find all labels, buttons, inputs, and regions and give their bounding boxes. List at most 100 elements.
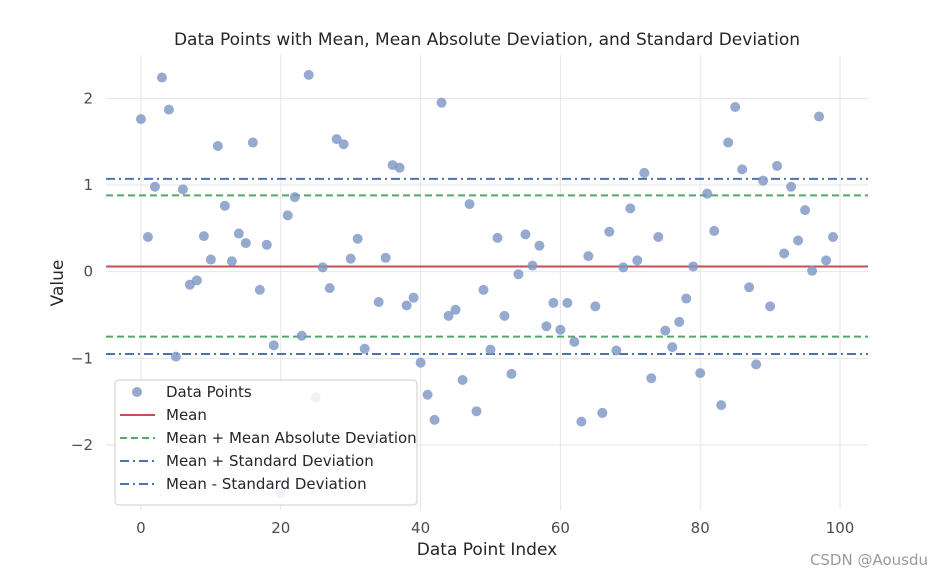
y-tick-labels: −2 −1 0 1 2 [71, 89, 93, 454]
data-point [541, 321, 552, 332]
data-point [317, 262, 328, 273]
reference-lines [106, 177, 868, 355]
data-point [639, 167, 650, 178]
data-point [562, 297, 573, 308]
y-tick-label: 0 [83, 263, 93, 281]
legend-label: Mean - Standard Deviation [166, 475, 367, 493]
legend: Data Points Mean Mean + Mean Absolute Devi… [114, 379, 418, 506]
data-point [429, 414, 440, 425]
data-point [156, 72, 167, 83]
data-point [212, 141, 223, 151]
data-point [597, 407, 608, 418]
data-point [520, 229, 531, 240]
x-tick-label: 40 [411, 519, 430, 537]
data-point [772, 160, 783, 171]
x-tick-label: 80 [691, 519, 710, 537]
data-point [296, 330, 307, 341]
data-point [135, 114, 146, 125]
data-point [261, 239, 272, 250]
legend-marker [132, 387, 142, 397]
data-point [359, 343, 370, 354]
data-point [527, 260, 538, 271]
data-point [653, 232, 664, 242]
data-point [534, 240, 545, 251]
data-point [415, 357, 426, 368]
data-point [149, 181, 160, 192]
data-point [338, 139, 349, 150]
data-point [450, 304, 461, 315]
data-point [765, 301, 776, 312]
data-point [828, 232, 839, 242]
legend-label: Mean + Standard Deviation [166, 452, 374, 470]
data-point [177, 184, 188, 195]
data-point [513, 269, 524, 280]
data-point [142, 232, 153, 242]
x-tick-label: 0 [136, 519, 146, 537]
data-point [625, 203, 636, 214]
data-point [555, 324, 566, 335]
data-point [702, 188, 713, 199]
y-tick-label: 2 [83, 89, 93, 107]
data-point [191, 275, 202, 286]
data-point [163, 104, 174, 115]
data-point [716, 400, 727, 411]
data-point [632, 255, 643, 266]
data-point [681, 293, 692, 304]
data-point [548, 297, 559, 308]
data-point [499, 310, 510, 321]
y-axis-label: Value [48, 260, 68, 307]
data-point [485, 344, 496, 355]
data-point [422, 389, 433, 400]
data-point [401, 300, 412, 311]
data-point [751, 359, 762, 370]
legend-label: Mean [166, 406, 207, 424]
data-point [821, 255, 832, 266]
data-point [443, 310, 454, 321]
data-point [240, 238, 251, 249]
data-point [464, 199, 475, 210]
data-point [198, 231, 209, 242]
data-point [611, 345, 622, 356]
data-point [793, 235, 804, 246]
data-point [807, 265, 818, 276]
data-point [380, 252, 391, 263]
data-point [744, 282, 755, 293]
grid [106, 55, 868, 510]
x-tick-label: 20 [271, 519, 290, 537]
data-point [373, 297, 384, 307]
y-tick-label: −1 [71, 349, 93, 367]
data-point [814, 111, 825, 122]
data-point [324, 283, 335, 294]
data-point [268, 340, 279, 351]
y-tick-label: −2 [71, 436, 93, 454]
x-tick-labels: 0 20 40 60 80 100 [136, 519, 854, 537]
data-point [674, 316, 685, 327]
data-point [779, 248, 790, 259]
data-point [408, 292, 419, 303]
data-point [471, 406, 482, 417]
data-point [436, 97, 447, 108]
data-point [492, 232, 503, 243]
x-tick-label: 100 [826, 519, 855, 537]
data-point [618, 262, 629, 273]
data-point [688, 261, 699, 272]
data-point [219, 200, 230, 211]
data-point [457, 375, 468, 385]
data-point [695, 368, 706, 379]
data-point [254, 284, 265, 295]
legend-label: Data Points [166, 383, 252, 401]
data-point [170, 351, 181, 362]
data-point [590, 301, 601, 312]
data-point [723, 137, 734, 148]
x-axis-label: Data Point Index [417, 540, 557, 560]
x-tick-label: 60 [551, 519, 570, 537]
data-point [800, 205, 811, 216]
data-point [478, 284, 489, 295]
data-point [730, 102, 741, 112]
data-point [583, 251, 594, 262]
data-point [282, 210, 293, 221]
y-tick-label: 1 [83, 176, 93, 194]
legend-box [114, 379, 418, 506]
data-point [345, 253, 356, 264]
data-point [646, 373, 657, 384]
